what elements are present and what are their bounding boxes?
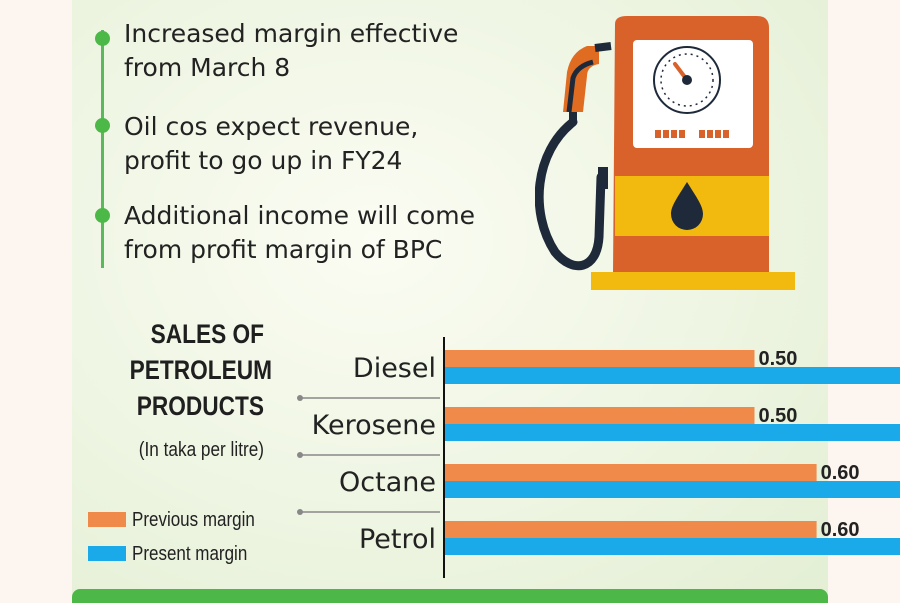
bar xyxy=(444,367,900,384)
bullet-dot xyxy=(95,208,110,223)
bullet-item-margin: Increased margin effective from March 8 xyxy=(124,17,524,85)
chart-title: SALES OF PETROLEUM PRODUCTS xyxy=(129,316,272,424)
bullet-item-revenue: Oil cos expect revenue, profit to go up … xyxy=(124,110,524,178)
value-label: 0.50 xyxy=(759,348,798,370)
fuel-pump-icon xyxy=(535,16,795,290)
bullet-line: Increased margin effective xyxy=(124,19,459,48)
separator-dot xyxy=(297,395,303,401)
bullet-line: from March 8 xyxy=(124,53,291,82)
value-label: 0.60 xyxy=(821,519,860,541)
category-label: Diesel xyxy=(353,353,436,384)
bullet-line: Additional income will come xyxy=(124,201,475,230)
chart-title-line: SALES OF xyxy=(150,319,264,349)
chart-subtitle: (In taka per litre) xyxy=(138,439,264,461)
bullet-line: from profit margin of BPC xyxy=(124,235,443,264)
fuel-pump-illustration xyxy=(535,16,795,290)
bullet-timeline xyxy=(101,30,104,268)
legend-label-present: Present margin xyxy=(132,543,248,565)
bullet-dot xyxy=(95,118,110,133)
category-label: Kerosene xyxy=(312,410,436,441)
value-label: 0.50 xyxy=(759,405,798,427)
separator-dot xyxy=(297,452,303,458)
value-label: 0.60 xyxy=(821,462,860,484)
chart-title-line: PETROLEUM xyxy=(129,355,272,385)
bar xyxy=(444,538,900,555)
legend-swatch-present xyxy=(88,546,126,561)
legend-swatch-previous xyxy=(88,512,126,527)
bar xyxy=(444,481,900,498)
bullet-dot xyxy=(95,31,110,46)
bullet-item-income: Additional income will come from profit … xyxy=(124,199,524,267)
category-label: Petrol xyxy=(359,524,436,555)
bar xyxy=(444,424,900,441)
bar xyxy=(444,407,755,424)
bullet-line: profit to go up in FY24 xyxy=(124,146,403,175)
legend-label-previous: Previous margin xyxy=(132,509,255,531)
category-label: Octane xyxy=(339,467,436,498)
chart-title-line: PRODUCTS xyxy=(136,391,264,421)
bar xyxy=(444,464,817,481)
bar xyxy=(444,521,817,538)
bullet-line: Oil cos expect revenue, xyxy=(124,112,419,141)
separator-dot xyxy=(297,509,303,515)
bar xyxy=(444,350,755,367)
